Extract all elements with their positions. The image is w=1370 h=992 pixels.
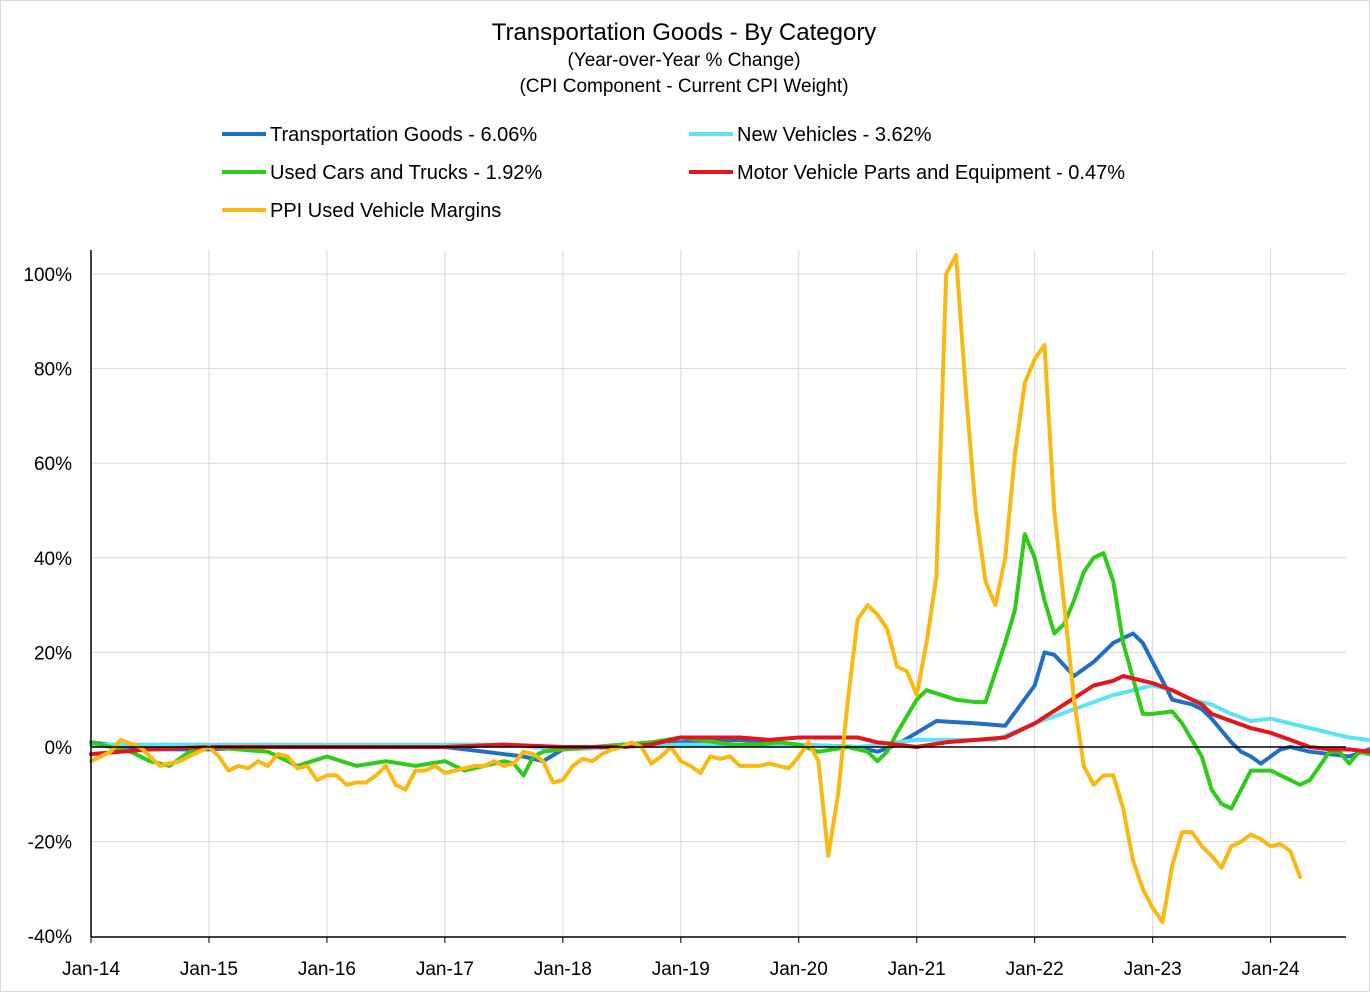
y-tick-label: 0% [45, 738, 73, 759]
axes [90, 250, 1346, 943]
x-tick-label: Jan-14 [62, 959, 121, 980]
y-tick-label: -20% [28, 833, 72, 854]
legend-label-used-cars: Used Cars and Trucks - 1.92% [270, 162, 543, 184]
x-tick-label: Jan-21 [888, 959, 946, 980]
x-tick-label: Jan-17 [416, 959, 474, 980]
y-tick-label: 80% [34, 360, 72, 381]
legend-swatch-ppi-margins [222, 207, 266, 212]
series-line-4 [89, 253, 1303, 924]
y-tick-label: 40% [34, 549, 72, 570]
legend-swatch-used-cars [222, 169, 266, 174]
legend-swatch-motor-vehicle-parts [689, 169, 733, 174]
x-tick-label: Jan-20 [770, 959, 828, 980]
series-line-2 [89, 532, 1370, 811]
y-tick-labels: -40% -20% 0% 20% 40% 60% 80% 100% [23, 265, 72, 948]
y-tick-label: 100% [23, 265, 72, 286]
legend: Transportation Goods - 6.06% New Vehicle… [0, 0, 1370, 230]
legend-label-motor-vehicle-parts: Motor Vehicle Parts and Equipment - 0.47… [737, 162, 1125, 184]
chart-title: Transportation Goods - By Category [491, 19, 877, 46]
series-line-3 [89, 674, 1370, 757]
series-lines [89, 253, 1370, 924]
legend-label-ppi-margins: PPI Used Vehicle Margins [270, 200, 502, 222]
legend-swatch-new-vehicles [689, 131, 733, 136]
legend-label-transportation-goods: Transportation Goods - 6.06% [270, 124, 538, 146]
title-block: Transportation Goods - By Category (Year… [0, 18, 1368, 100]
chart-subtitle-2: (CPI Component - Current CPI Weight) [519, 76, 849, 97]
y-tick-label: -40% [28, 927, 72, 948]
x-tick-label: Jan-23 [1124, 959, 1182, 980]
x-tick-label: Jan-18 [534, 959, 592, 980]
y-tick-label: 60% [34, 454, 72, 475]
x-tick-label: Jan-19 [652, 959, 710, 980]
legend-item-ppi-margins: PPI Used Vehicle Margins [222, 199, 501, 223]
legend-label-new-vehicles: New Vehicles - 3.62% [737, 124, 932, 146]
legend-item-used-cars: Used Cars and Trucks - 1.92% [222, 161, 542, 185]
x-tick-label: Jan-24 [1242, 959, 1301, 980]
legend-item-new-vehicles: New Vehicles - 3.62% [689, 123, 932, 147]
x-tick-labels: Jan-14 Jan-15 Jan-16 Jan-17 Jan-18 Jan-19 Jan-… [62, 959, 1300, 980]
x-tick-label: Jan-15 [180, 959, 238, 980]
y-tick-label: 20% [34, 643, 72, 664]
chart-subtitle-1: (Year-over-Year % Change) [567, 50, 801, 71]
legend-item-transportation-goods: Transportation Goods - 6.06% [222, 123, 537, 147]
legend-item-motor-vehicle-parts: Motor Vehicle Parts and Equipment - 0.47… [689, 161, 1125, 185]
legend-swatch-transportation-goods [222, 131, 266, 136]
x-tick-label: Jan-22 [1006, 959, 1064, 980]
gridlines [91, 250, 1346, 937]
series-line-0 [89, 631, 1370, 766]
x-tick-label: Jan-16 [298, 959, 356, 980]
